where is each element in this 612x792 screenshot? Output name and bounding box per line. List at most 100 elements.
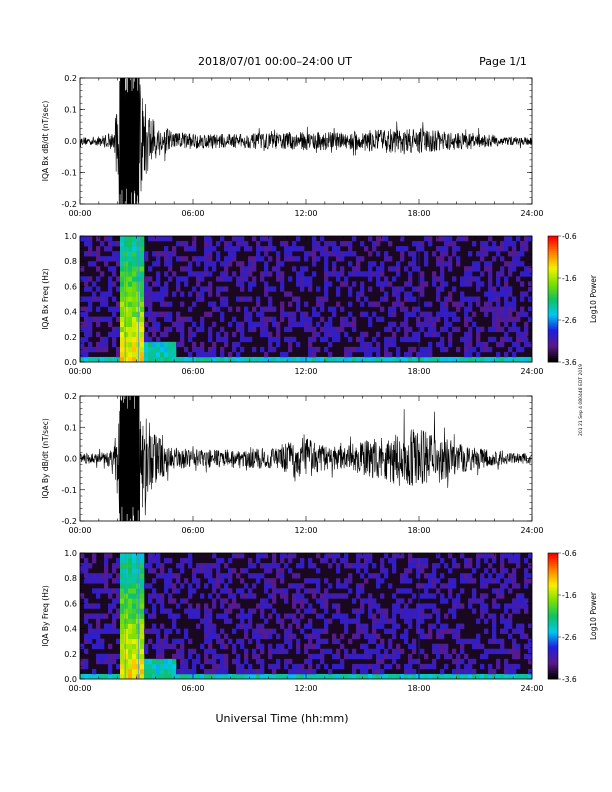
spectrogram-cell bbox=[336, 603, 341, 609]
spectrogram-cell bbox=[160, 573, 165, 579]
colorbar-frame bbox=[547, 235, 559, 363]
spectrogram-cell bbox=[392, 321, 397, 328]
spectrogram-cell bbox=[144, 276, 149, 282]
spectrogram-cell bbox=[392, 306, 397, 312]
spectrogram-cell bbox=[128, 568, 133, 574]
spectrogram-cell bbox=[84, 568, 89, 574]
spectrogram-cell bbox=[508, 623, 513, 629]
spectrogram-cell bbox=[260, 346, 265, 353]
spectrogram-cell bbox=[264, 563, 269, 569]
spectrogram-cell bbox=[252, 633, 257, 639]
spectrogram-cell bbox=[392, 311, 397, 317]
spectrogram-cell bbox=[420, 603, 425, 609]
spectrogram-cell bbox=[332, 356, 337, 363]
spectrogram-cell bbox=[448, 653, 453, 660]
spectrogram-cell bbox=[348, 246, 353, 252]
spectrogram-cell bbox=[220, 668, 225, 675]
spectrogram-cell bbox=[216, 336, 221, 343]
colorbar-segment bbox=[548, 632, 558, 636]
spectrogram-cell bbox=[132, 336, 137, 343]
spectrogram-cell bbox=[296, 593, 301, 599]
spectrogram-cell bbox=[216, 583, 221, 589]
spectrogram-cell bbox=[84, 578, 89, 584]
spectrogram-cell bbox=[392, 563, 397, 569]
spectrogram-cell bbox=[448, 296, 453, 302]
spectrogram-cell bbox=[512, 256, 517, 262]
spectrogram-cell bbox=[88, 673, 93, 680]
spectrogram-cell bbox=[140, 306, 145, 312]
spectrogram-cell bbox=[324, 266, 329, 272]
spectrogram-cell bbox=[368, 271, 373, 277]
spectrogram-cell bbox=[112, 603, 117, 609]
spectrogram-cell bbox=[200, 341, 205, 348]
spectrogram-cell bbox=[120, 356, 125, 363]
spectrogram-cell bbox=[252, 673, 257, 680]
spectrogram-cell bbox=[196, 291, 201, 297]
spectrogram-cell bbox=[320, 306, 325, 312]
spectrogram-cell bbox=[272, 608, 277, 614]
spectrogram-cell bbox=[168, 341, 173, 348]
spectrogram-cell bbox=[332, 311, 337, 317]
spectrogram-cell bbox=[372, 668, 377, 675]
panel-2-y-tick-label: 0.6 bbox=[64, 282, 77, 291]
spectrogram-cell bbox=[372, 573, 377, 579]
spectrogram-cell bbox=[164, 588, 169, 594]
spectrogram-cell bbox=[128, 261, 133, 267]
spectrogram-cell bbox=[376, 241, 381, 247]
spectrogram-cell bbox=[116, 653, 121, 660]
spectrogram-cell bbox=[88, 603, 93, 609]
spectrogram-cell bbox=[240, 623, 245, 629]
spectrogram-cell bbox=[128, 643, 133, 650]
colorbar-segment bbox=[548, 238, 558, 241]
spectrogram-cell bbox=[124, 553, 129, 559]
spectrogram-cell bbox=[104, 301, 109, 307]
spectrogram-cell bbox=[468, 598, 473, 604]
spectrogram-cell bbox=[376, 578, 381, 584]
spectrogram-cell bbox=[312, 311, 317, 317]
spectrogram-cell bbox=[132, 598, 137, 604]
colorbar-segment bbox=[548, 586, 558, 590]
colorbar-title: Log10 Power bbox=[589, 274, 598, 323]
spectrogram-cell bbox=[84, 663, 89, 670]
spectrogram-cell bbox=[164, 286, 169, 292]
spectrogram-cell bbox=[232, 341, 237, 348]
spectrogram-cell bbox=[428, 593, 433, 599]
spectrogram-cell bbox=[196, 351, 201, 358]
spectrogram-cell bbox=[412, 296, 417, 302]
spectrogram-cell bbox=[364, 598, 369, 604]
spectrogram-cell bbox=[80, 658, 85, 665]
colorbar-segment bbox=[548, 599, 558, 602]
spectrogram-cell bbox=[492, 568, 497, 574]
spectrogram-cell bbox=[428, 326, 433, 333]
spectrogram-cell bbox=[352, 663, 357, 670]
spectrogram-cell bbox=[276, 341, 281, 348]
spectrogram-cell bbox=[336, 638, 341, 645]
spectrogram-cell bbox=[364, 553, 369, 559]
spectrogram-cell bbox=[480, 673, 485, 680]
spectrogram-cell bbox=[316, 613, 321, 619]
spectrogram-cell bbox=[156, 563, 161, 569]
colorbar-segment bbox=[548, 649, 558, 653]
spectrogram-cell bbox=[404, 618, 409, 624]
spectrogram-cell bbox=[472, 568, 477, 574]
colorbar-segment bbox=[548, 622, 558, 625]
spectrogram-cell bbox=[156, 573, 161, 579]
spectrogram-cell bbox=[440, 256, 445, 262]
spectrogram-cell bbox=[360, 291, 365, 297]
spectrogram-cell bbox=[156, 643, 161, 650]
spectrogram-cell bbox=[232, 603, 237, 609]
spectrogram-cell bbox=[368, 553, 373, 559]
spectrogram-cell bbox=[180, 291, 185, 297]
spectrogram-cell bbox=[356, 291, 361, 297]
spectrogram-cell bbox=[464, 573, 469, 579]
spectrogram-cell bbox=[300, 286, 305, 292]
spectrogram-cell bbox=[372, 311, 377, 317]
spectrogram-cell bbox=[440, 593, 445, 599]
spectrogram-cell bbox=[324, 346, 329, 353]
spectrogram-cell bbox=[100, 346, 105, 353]
spectrogram-cell bbox=[392, 558, 397, 564]
spectrogram-cell bbox=[252, 306, 257, 312]
spectrogram-cell bbox=[456, 653, 461, 660]
spectrogram-cell bbox=[312, 256, 317, 262]
spectrogram-cell bbox=[432, 251, 437, 257]
